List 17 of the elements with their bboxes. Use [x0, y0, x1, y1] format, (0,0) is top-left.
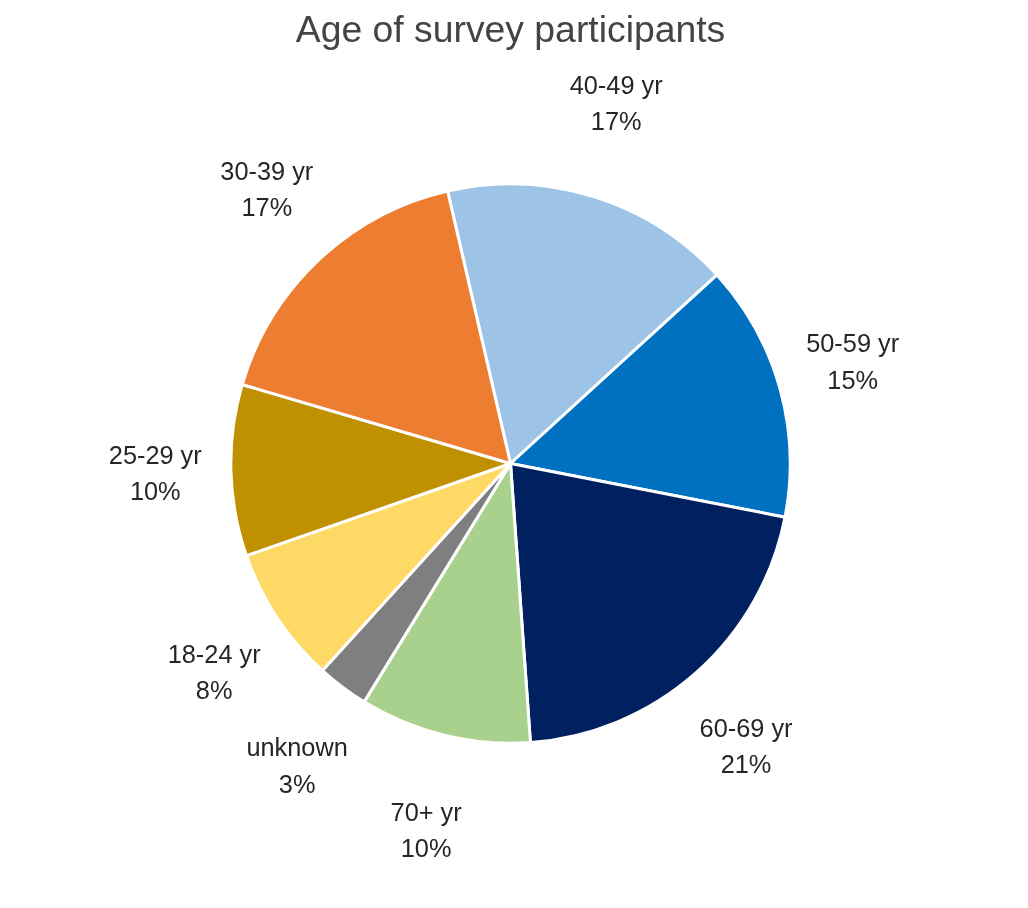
- data-label: 10%: [400, 834, 452, 863]
- slice-label: 18-24 yr: [167, 639, 262, 668]
- data-label: 3%: [278, 769, 316, 798]
- data-label: 21%: [720, 750, 772, 779]
- slice-label: 50-59 yr: [806, 329, 900, 358]
- slice-label: 60-69 yr: [699, 714, 794, 743]
- slice-label: unknown: [246, 733, 348, 762]
- slice-label: 40-49 yr: [569, 70, 664, 99]
- chart-title: Age of survey participants: [295, 7, 726, 50]
- slice-label: 70+ yr: [390, 798, 463, 827]
- data-label: 8%: [195, 676, 233, 705]
- data-label: 17%: [241, 192, 293, 221]
- data-label: 17%: [590, 107, 642, 136]
- data-label: 15%: [827, 365, 878, 394]
- slice-label: 25-29 yr: [108, 440, 203, 469]
- data-label: 10%: [129, 477, 181, 506]
- slice-label: 30-39 yr: [220, 156, 314, 185]
